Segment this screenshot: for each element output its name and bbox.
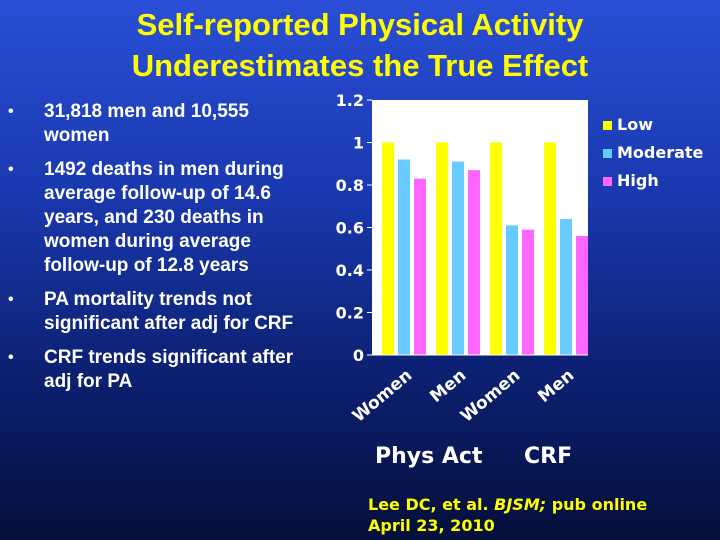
legend-swatch-high [603,177,612,186]
x-tick-label: Men [534,366,578,407]
bullet-dot: • [8,161,14,178]
bar-high [414,178,426,355]
citation-journal: BJSM; [494,495,547,514]
bar-moderate [506,225,518,355]
bar-moderate [452,161,464,355]
bullet-dot: • [8,349,14,366]
bullet-item: • 1492 deaths in men during average follo… [6,158,316,278]
bar-moderate [560,219,572,355]
bullet-text: CRF trends significant after adj for PA [44,347,294,392]
citation: Lee DC, et al. BJSM; pub online April 23… [368,494,647,536]
y-tick-label: 1.2 [336,91,364,110]
y-tick-label: 0.4 [336,261,364,280]
bullet-list: • 31,818 men and 10,555 women • 1492 death… [6,100,316,404]
y-tick-label: 0.6 [336,219,364,238]
bar-high [468,170,480,355]
bullet-item: • CRF trends significant after adj for PA [6,346,316,394]
bullet-item: • 31,818 men and 10,555 women [6,100,316,148]
slide-title: Self-reported Physical Activity Underest… [0,4,720,86]
bullet-dot: • [8,291,14,308]
y-tick-label: 0 [353,346,364,365]
bar-low [490,142,502,355]
bar-moderate [398,159,410,355]
citation-prefix: Lee DC, et al. [368,495,495,514]
x-tick-label: Men [426,366,470,407]
bar-low [382,142,394,355]
bullet-text: 1492 deaths in men during average follow… [44,159,284,276]
title-line-1: Self-reported Physical Activity [136,7,584,42]
bullet-dot: • [8,103,14,120]
citation-line-1: Lee DC, et al. BJSM; pub online [368,494,647,515]
bullet-text: PA mortality trends not significant afte… [44,289,294,334]
group-label-phys-act: Phys Act [375,444,483,469]
bullet-item: • PA mortality trends not significant aft… [6,288,316,336]
group-label-crf: CRF [524,444,573,469]
legend-swatch-low [603,121,612,130]
bullet-text: 31,818 men and 10,555 women [44,101,249,146]
title-line-2: Underestimates the True Effect [131,48,589,83]
y-tick-label: 1 [353,134,364,153]
bar-low [436,142,448,355]
y-tick-label: 0.2 [336,304,364,323]
citation-line-2: April 23, 2010 [368,516,495,535]
citation-suffix: pub online [546,495,648,514]
bar-high [576,236,588,355]
legend-label-high: High [617,171,659,190]
legend-swatch-moderate [603,149,612,158]
bar-low [544,142,556,355]
x-tick-label: Women [349,366,416,427]
bar-high [522,229,534,355]
legend-label-low: Low [617,115,653,134]
legend-label-moderate: Moderate [617,143,704,162]
x-tick-label: Women [457,366,524,427]
y-tick-label: 0.8 [336,176,364,195]
